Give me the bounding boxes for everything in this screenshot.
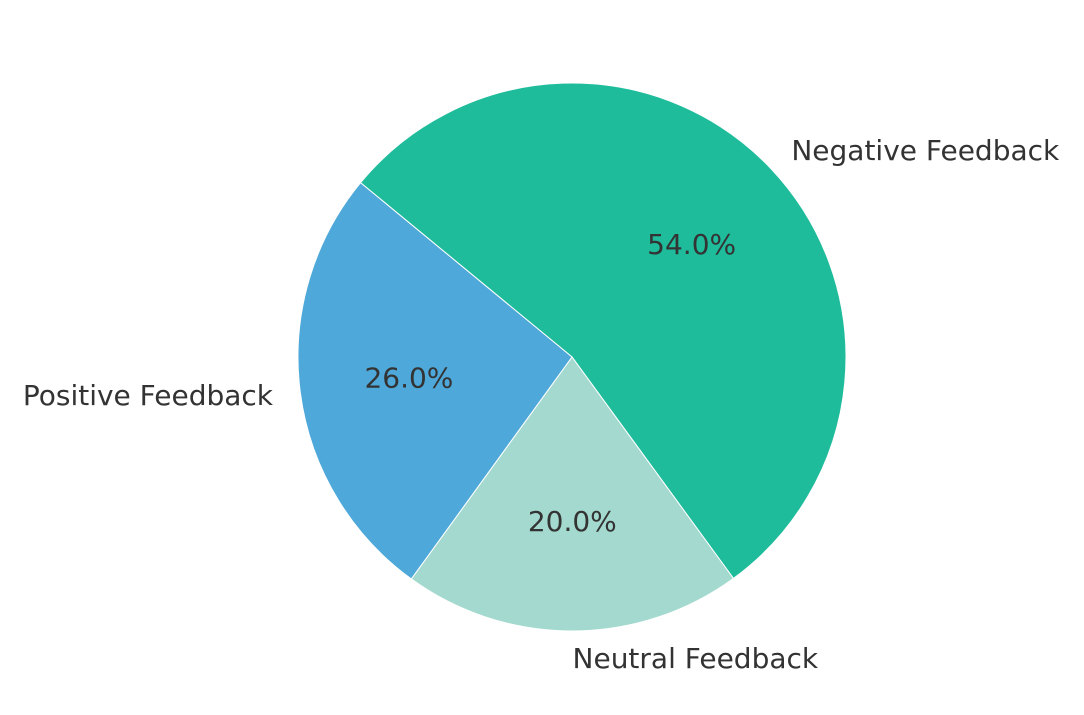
pie-slice-neutral-feedback bbox=[410, 356, 735, 632]
pie-value-label-negative-feedback: 54.0% bbox=[647, 228, 736, 261]
pie-value-label-positive-feedback: 26.0% bbox=[364, 361, 453, 394]
pie-category-label-neutral-feedback: Neutral Feedback bbox=[573, 642, 819, 675]
pie-value-label-neutral-feedback: 20.0% bbox=[528, 505, 617, 538]
pie-slice-negative-feedback bbox=[359, 82, 847, 580]
pie-category-label-positive-feedback: Positive Feedback bbox=[23, 379, 274, 412]
pie-slice-positive-feedback bbox=[297, 182, 573, 580]
pie-category-label-negative-feedback: Negative Feedback bbox=[791, 134, 1060, 167]
